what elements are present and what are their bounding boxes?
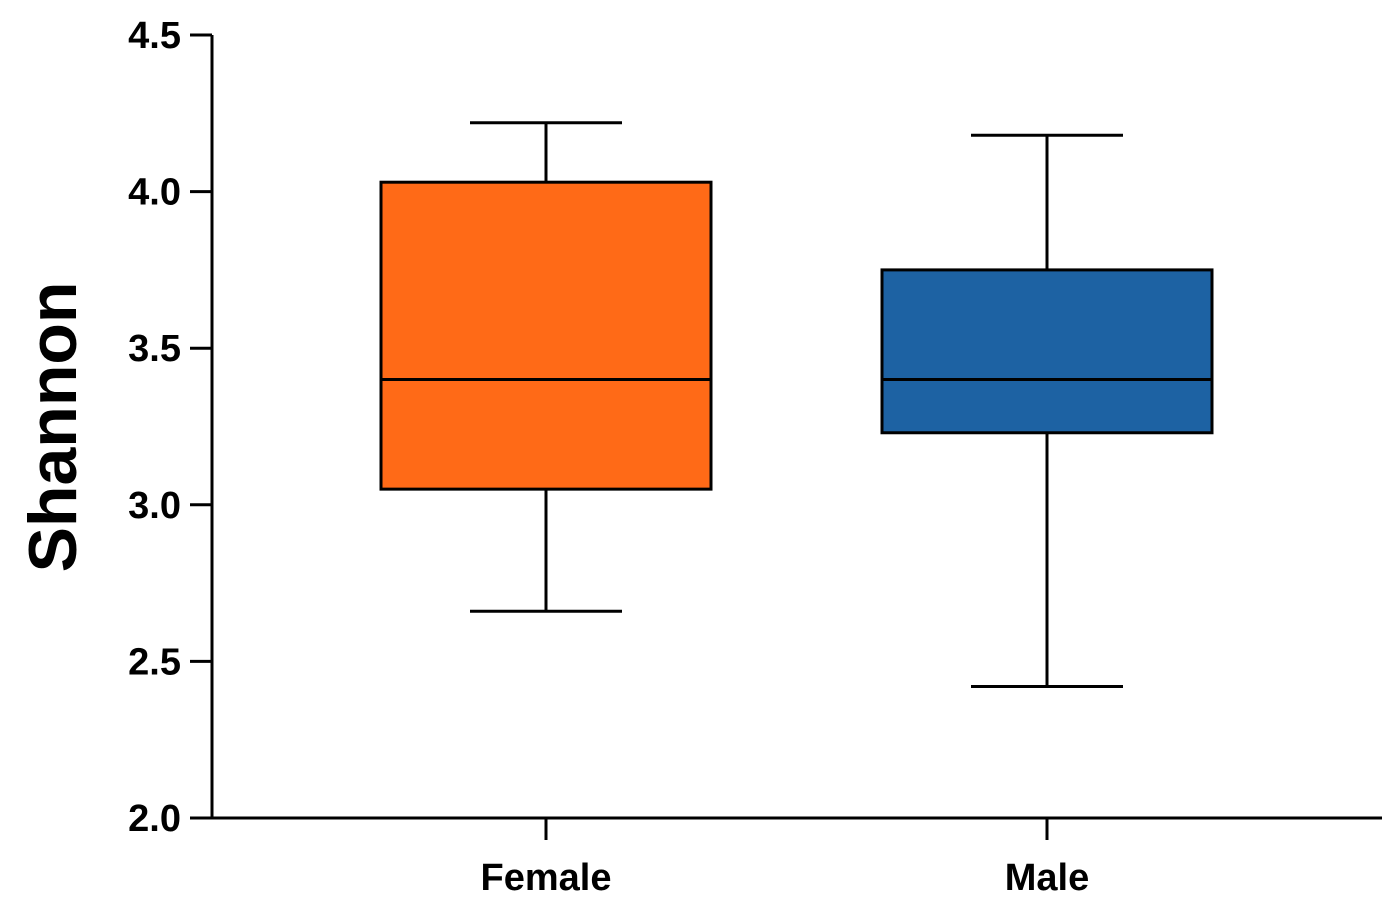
box-body-female bbox=[379, 180, 713, 491]
y-tick-label: 2.0 bbox=[128, 798, 181, 840]
plot-area bbox=[379, 121, 1214, 688]
box-male bbox=[880, 133, 1214, 688]
x-tick-label-male: Male bbox=[1005, 857, 1089, 899]
box-body-male bbox=[880, 268, 1214, 435]
y-axis-ticks: 2.0 2.5 3.0 3.5 4.0 4.5 bbox=[128, 15, 212, 840]
y-axis-title: Shannon bbox=[15, 282, 91, 573]
y-tick-label: 3.5 bbox=[128, 328, 181, 370]
y-tick-label: 3.0 bbox=[128, 485, 181, 527]
y-tick-label: 4.5 bbox=[128, 15, 181, 57]
y-tick-label: 2.5 bbox=[128, 641, 181, 683]
y-tick-label: 4.0 bbox=[128, 172, 181, 214]
box-female bbox=[379, 121, 713, 613]
x-axis-ticks: Female Male bbox=[481, 818, 1089, 899]
x-tick-label-female: Female bbox=[481, 857, 612, 899]
